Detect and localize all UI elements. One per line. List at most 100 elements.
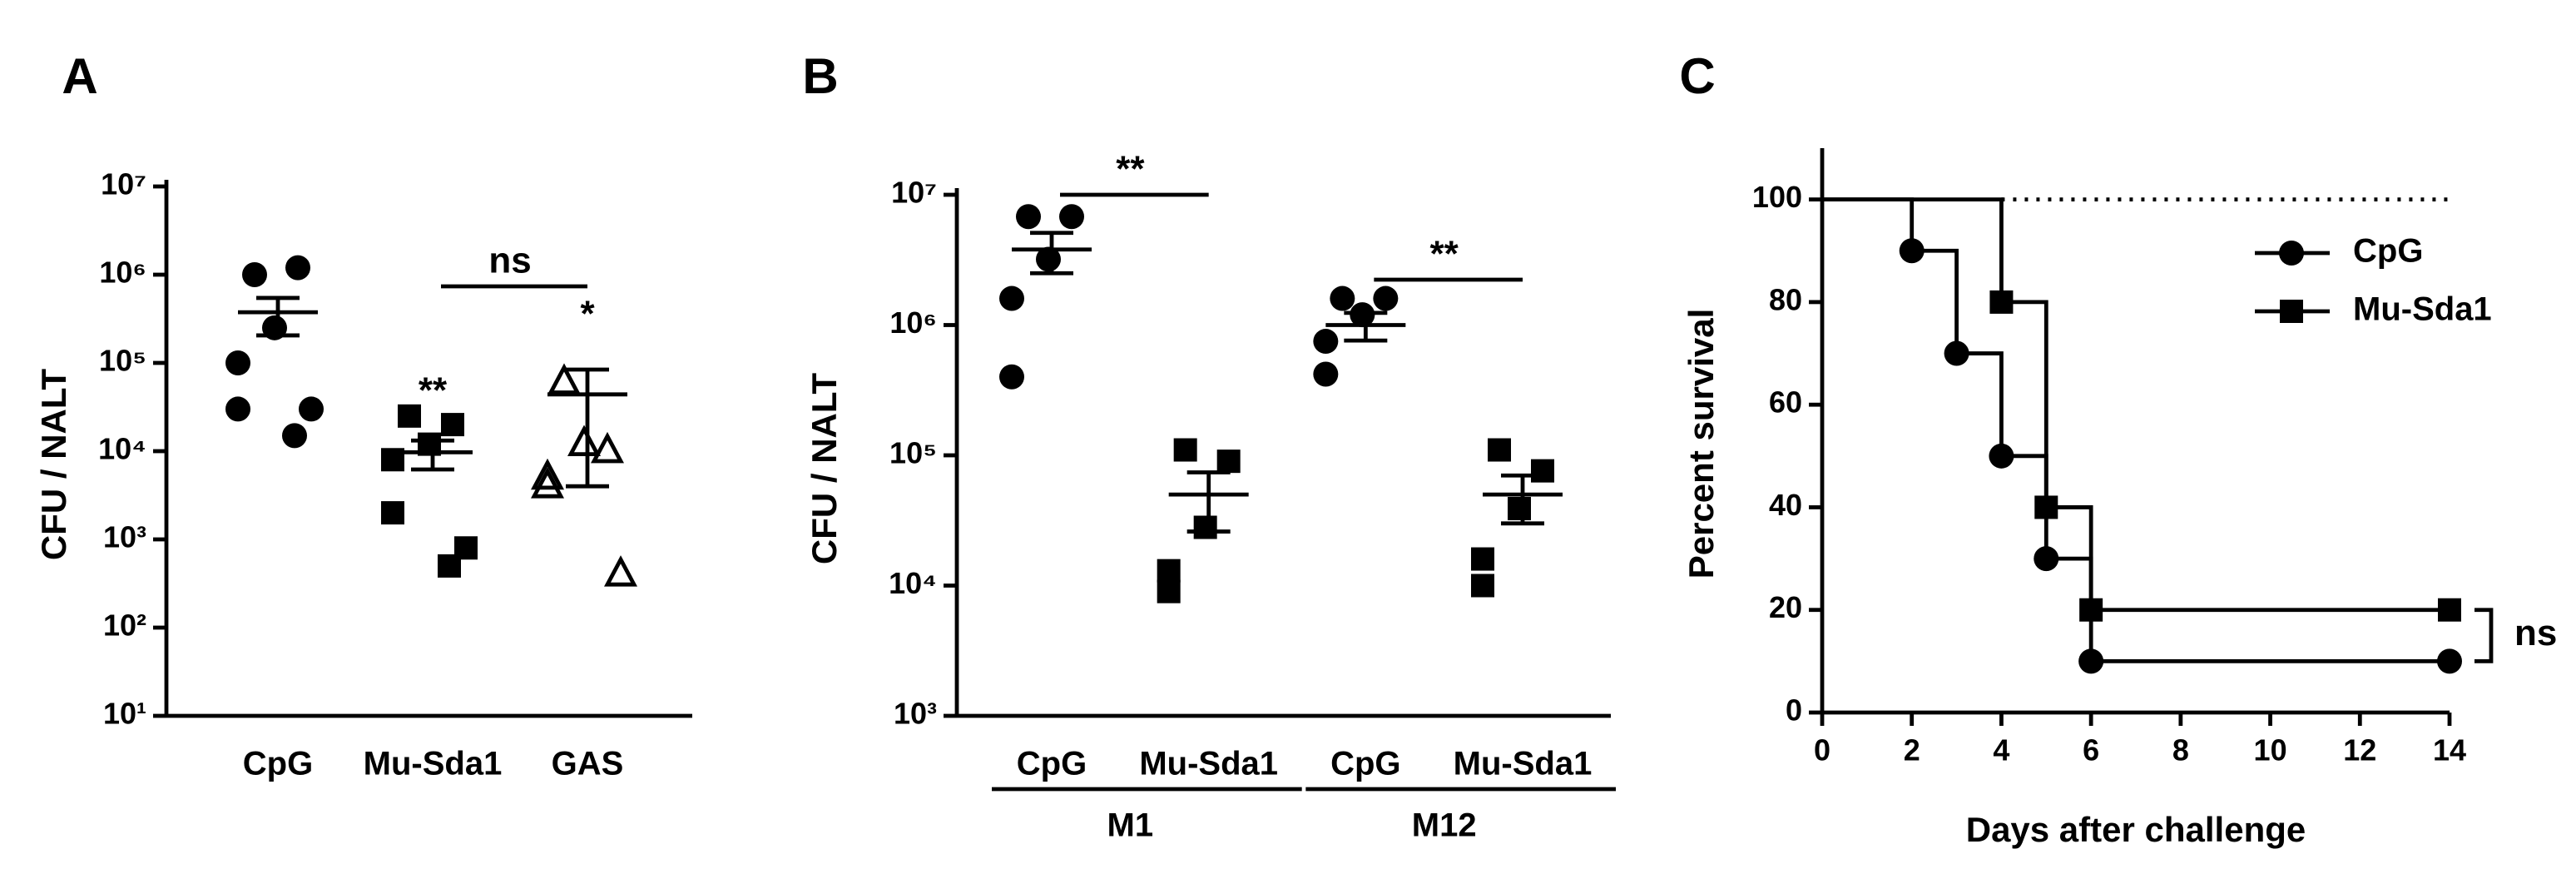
y-tick-label: 10² xyxy=(103,608,146,643)
x-tick-label: CpG xyxy=(243,746,313,782)
point xyxy=(1193,515,1217,539)
error-bar xyxy=(566,367,609,489)
point xyxy=(1036,246,1061,272)
y-axis-label: Percent survival xyxy=(1682,309,1721,579)
point xyxy=(1157,579,1181,603)
point xyxy=(2437,648,2462,674)
group-label: M12 xyxy=(1412,807,1477,844)
point xyxy=(2034,546,2059,572)
point xyxy=(299,396,324,422)
y-tick-label: 10⁴ xyxy=(889,566,937,600)
point xyxy=(381,501,404,525)
point xyxy=(282,423,307,449)
point xyxy=(1373,286,1399,311)
x-tick-label: 8 xyxy=(2172,733,2189,767)
point xyxy=(1508,496,1531,520)
x-axis-label: Days after challenge xyxy=(1966,810,2306,849)
point xyxy=(531,458,564,490)
point xyxy=(1059,204,1084,230)
error-bar xyxy=(1030,231,1073,276)
point xyxy=(1330,286,1355,311)
point xyxy=(1313,329,1339,355)
point xyxy=(398,404,421,428)
y-axis-label: CFU / NALT xyxy=(34,369,73,561)
x-tick-label: 12 xyxy=(2343,733,2376,767)
point xyxy=(438,554,461,578)
x-tick-label: 10 xyxy=(2254,733,2287,767)
point xyxy=(1531,459,1554,483)
x-tick-label: 14 xyxy=(2433,733,2466,767)
point xyxy=(1313,361,1339,387)
comparison-label: ns xyxy=(488,241,531,281)
point xyxy=(242,262,267,287)
comparison-label: ** xyxy=(1430,234,1459,275)
x-tick-label: 6 xyxy=(2083,733,2099,767)
x-tick-label: Mu-Sda1 xyxy=(364,746,503,782)
significance-label: * xyxy=(580,294,595,335)
x-tick-label: CpG xyxy=(1330,746,1400,782)
y-tick-label: 10⁷ xyxy=(891,176,937,210)
point xyxy=(999,286,1024,311)
point xyxy=(1989,290,2014,314)
point xyxy=(1157,559,1181,583)
y-tick-label: 0 xyxy=(1786,693,1802,728)
error-bar xyxy=(411,438,454,472)
point xyxy=(1471,547,1494,571)
x-tick-label: Mu-Sda1 xyxy=(1139,746,1278,782)
comparison-label: ** xyxy=(1116,149,1145,190)
group-label: M1 xyxy=(1107,807,1154,844)
point xyxy=(225,396,250,422)
error-bar xyxy=(1501,473,1544,526)
point xyxy=(1173,438,1197,462)
x-tick-label: GAS xyxy=(552,746,624,782)
point xyxy=(567,425,601,457)
y-tick-label: 10⁷ xyxy=(101,167,146,201)
x-tick-label: Mu-Sda1 xyxy=(1454,746,1593,782)
legend-marker xyxy=(2280,300,2303,323)
point xyxy=(285,255,310,281)
panel-letter: B xyxy=(802,48,838,104)
point xyxy=(2438,598,2461,622)
point xyxy=(2034,495,2058,519)
legend-marker xyxy=(2279,241,2304,266)
point xyxy=(2078,648,2104,674)
error-bar xyxy=(1186,470,1231,534)
y-tick-label: 10⁴ xyxy=(98,432,146,466)
y-tick-label: 40 xyxy=(1769,488,1802,522)
x-tick-label: 2 xyxy=(1904,733,1920,767)
point xyxy=(1899,238,1925,264)
point xyxy=(531,467,564,499)
y-tick-label: 10⁶ xyxy=(99,256,146,290)
y-tick-label: 100 xyxy=(1752,180,1802,214)
y-tick-label: 10⁵ xyxy=(99,344,146,378)
y-tick-label: 10³ xyxy=(894,697,937,731)
point xyxy=(1488,438,1511,462)
point xyxy=(2079,598,2103,622)
point xyxy=(225,350,250,375)
x-tick-label: CpG xyxy=(1017,746,1087,782)
x-tick-label: 0 xyxy=(1814,733,1830,767)
y-tick-label: 10³ xyxy=(103,520,146,554)
significance-label: ** xyxy=(419,370,448,411)
y-tick-label: 20 xyxy=(1769,590,1802,624)
point xyxy=(999,364,1024,390)
y-tick-label: 10¹ xyxy=(103,697,146,731)
point xyxy=(1471,574,1494,598)
legend-label: Mu-Sda1 xyxy=(2353,291,2492,328)
error-bar xyxy=(1344,310,1388,343)
point xyxy=(1944,340,1969,366)
y-tick-label: 10⁶ xyxy=(889,305,937,340)
panel-letter: A xyxy=(62,48,97,104)
panel-letter: C xyxy=(1679,48,1715,104)
error-bar xyxy=(256,295,300,338)
x-tick-label: 4 xyxy=(1993,733,2009,767)
y-tick-label: 80 xyxy=(1769,282,1802,316)
point xyxy=(604,555,637,587)
bracket-label: ns xyxy=(2514,613,2557,653)
point xyxy=(1216,449,1241,474)
y-tick-label: 10⁵ xyxy=(889,436,937,470)
survival-line xyxy=(1822,197,2450,613)
point xyxy=(591,431,624,464)
point xyxy=(1016,204,1041,230)
